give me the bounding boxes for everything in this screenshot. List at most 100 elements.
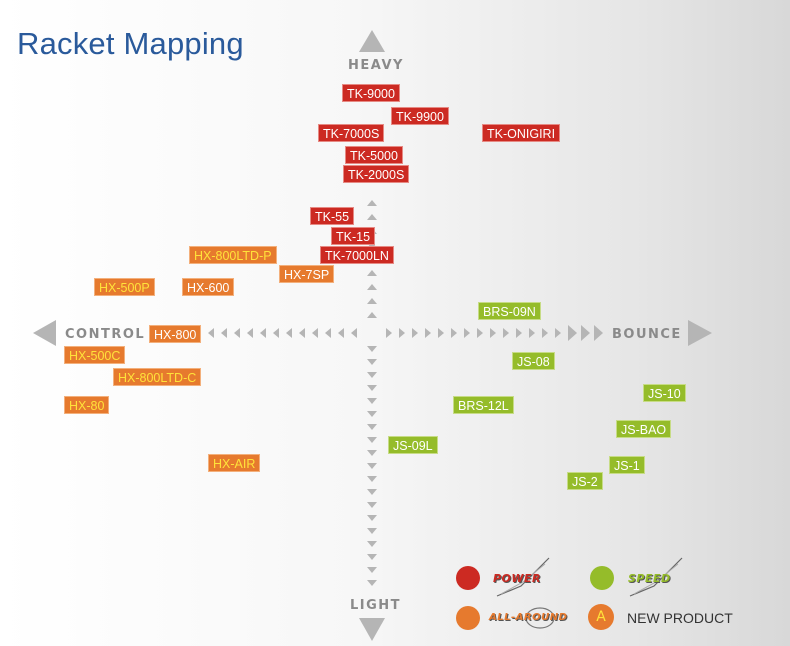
chevron-right-icon xyxy=(464,328,470,338)
chevron-down-icon xyxy=(367,567,377,573)
racket-tag-hx-800ltd-p: HX-800LTD-P xyxy=(189,246,277,264)
racket-tag-js-1: JS-1 xyxy=(609,456,645,474)
chevron-left-icon xyxy=(260,328,266,338)
chevron-down-icon xyxy=(367,463,377,469)
racket-tag-tk-7000ln: TK-7000LN xyxy=(320,246,394,264)
legend-new-label: NEW PRODUCT xyxy=(627,610,733,626)
racket-tag-hx-air: HX-AIR xyxy=(208,454,261,472)
legend-allround-label: ALL-AROUND xyxy=(489,612,568,623)
chevron-up-icon xyxy=(367,200,377,206)
chevron-down-icon xyxy=(367,580,377,586)
chevron-left-icon xyxy=(234,328,240,338)
speed-swoosh-icon xyxy=(629,557,683,597)
chevron-left-icon xyxy=(208,328,214,338)
chevron-left-icon xyxy=(351,328,357,338)
chevron-left-icon xyxy=(273,328,279,338)
chevron-right-icon xyxy=(516,328,522,338)
racket-tag-tk-55: TK-55 xyxy=(310,207,355,225)
chevron-right-icon xyxy=(594,325,603,341)
chevron-right-icon xyxy=(412,328,418,338)
racket-tag-hx-800ltd-c: HX-800LTD-C xyxy=(113,368,202,386)
racket-tag-tk-5000: TK-5000 xyxy=(345,146,403,164)
axis-label-control: CONTROL xyxy=(65,327,146,342)
chevron-left-icon xyxy=(338,328,344,338)
legend-power-dot xyxy=(456,566,480,590)
arrow-left-icon xyxy=(33,320,56,346)
chevron-down-icon xyxy=(367,541,377,547)
racket-tag-tk-7000s: TK-7000S xyxy=(318,124,385,142)
axis-label-heavy: HEAVY xyxy=(348,58,404,73)
racket-tag-hx-500c: HX-500C xyxy=(64,346,126,364)
racket-tag-tk-9000: TK-9000 xyxy=(342,84,400,102)
chevron-down-icon xyxy=(367,489,377,495)
chevron-down-icon xyxy=(367,424,377,430)
chevron-down-icon xyxy=(367,385,377,391)
chevron-down-icon xyxy=(367,502,377,508)
arrow-up-icon xyxy=(359,30,385,52)
chevron-up-icon xyxy=(367,312,377,318)
racket-tag-js-2: JS-2 xyxy=(567,472,603,490)
legend-speed-dot xyxy=(590,566,614,590)
chevron-right-icon xyxy=(490,328,496,338)
chevron-right-icon xyxy=(542,328,548,338)
legend-speed-label: SPEED xyxy=(628,572,671,585)
chevron-down-icon xyxy=(367,372,377,378)
chevron-right-icon xyxy=(438,328,444,338)
chevron-left-icon xyxy=(221,328,227,338)
chevron-down-icon xyxy=(367,437,377,443)
axis-label-bounce: BOUNCE xyxy=(612,327,682,342)
racket-tag-js-08: JS-08 xyxy=(512,352,555,370)
chevron-down-icon xyxy=(367,476,377,482)
racket-tag-js-10: JS-10 xyxy=(643,384,686,402)
chevron-down-icon xyxy=(367,398,377,404)
racket-tag-hx-800: HX-800 xyxy=(149,325,202,343)
chevron-left-icon xyxy=(312,328,318,338)
racket-tag-brs-09n: BRS-09N xyxy=(478,302,541,320)
chevron-up-icon xyxy=(367,270,377,276)
power-swoosh-icon xyxy=(496,557,550,597)
chevron-down-icon xyxy=(367,411,377,417)
chevron-left-icon xyxy=(286,328,292,338)
chevron-down-icon xyxy=(367,450,377,456)
chevron-down-icon xyxy=(367,359,377,365)
chevron-down-icon xyxy=(367,346,377,352)
racket-tag-tk-9900: TK-9900 xyxy=(391,107,449,125)
chevron-down-icon xyxy=(367,515,377,521)
chevron-up-icon xyxy=(367,284,377,290)
chevron-left-icon xyxy=(325,328,331,338)
chevron-right-icon xyxy=(568,325,577,341)
chevron-up-icon xyxy=(367,214,377,220)
legend-allround-dot xyxy=(456,606,480,630)
legend-power-label: POWER xyxy=(493,572,542,585)
page-title: Racket Mapping xyxy=(17,26,244,61)
chevron-right-icon xyxy=(529,328,535,338)
racket-tag-hx-600: HX-600 xyxy=(182,278,235,296)
allround-swoosh-icon xyxy=(525,607,555,629)
racket-tag-js-bao: JS-BAO xyxy=(616,420,672,438)
racket-tag-hx-500p: HX-500P xyxy=(94,278,155,296)
arrow-down-icon xyxy=(359,618,385,641)
chevron-left-icon xyxy=(299,328,305,338)
chevron-up-icon xyxy=(367,298,377,304)
chevron-down-icon xyxy=(367,528,377,534)
racket-tag-brs-12l: BRS-12L xyxy=(453,396,514,414)
racket-tag-js-09l: JS-09L xyxy=(388,436,438,454)
racket-tag-tk-onigiri: TK-ONIGIRI xyxy=(482,124,561,142)
racket-tag-hx-80: HX-80 xyxy=(64,396,110,414)
racket-tag-tk-15: TK-15 xyxy=(331,227,376,245)
chevron-right-icon xyxy=(581,325,590,341)
chevron-down-icon xyxy=(367,554,377,560)
arrow-right-icon xyxy=(688,320,712,346)
racket-tag-hx-7sp: HX-7SP xyxy=(279,265,335,283)
chevron-right-icon xyxy=(503,328,509,338)
axis-label-light: LIGHT xyxy=(350,598,402,613)
chevron-right-icon xyxy=(451,328,457,338)
racket-tag-tk-2000s: TK-2000S xyxy=(343,165,410,183)
chevron-right-icon xyxy=(425,328,431,338)
chevron-left-icon xyxy=(247,328,253,338)
chevron-right-icon xyxy=(399,328,405,338)
chevron-right-icon xyxy=(555,328,561,338)
chevron-right-icon xyxy=(386,328,392,338)
legend-new-marker: A xyxy=(588,604,614,630)
chevron-right-icon xyxy=(477,328,483,338)
